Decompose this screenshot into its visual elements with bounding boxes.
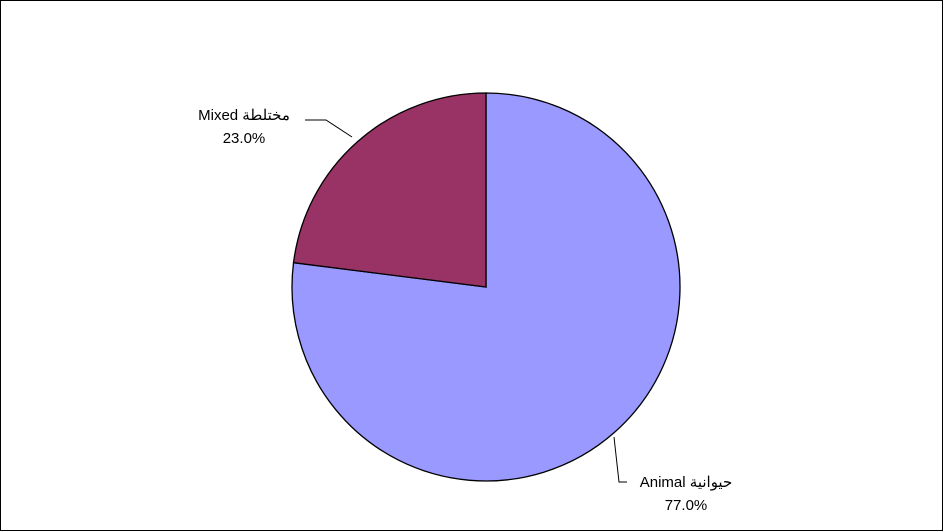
leader-line-animal xyxy=(613,436,627,483)
pie-slice-animal xyxy=(291,92,681,482)
slice-label-animal: حيوانية Animal xyxy=(640,474,733,491)
slice-percent-animal: 77.0% xyxy=(665,497,708,514)
slice-label-mixed: مختلطة Mixed xyxy=(198,107,290,124)
leader-line-mixed xyxy=(305,119,353,138)
pie-slices xyxy=(291,92,681,482)
slice-percent-mixed: 23.0% xyxy=(223,130,266,147)
pie-slice-mixed xyxy=(292,92,487,288)
